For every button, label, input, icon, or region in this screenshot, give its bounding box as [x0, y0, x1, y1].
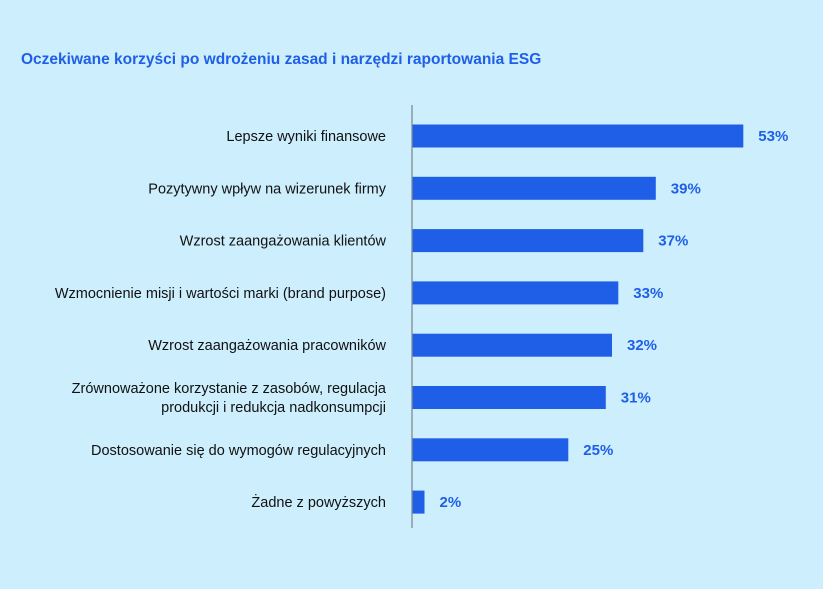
value-label-7: 25%	[583, 442, 613, 459]
value-label-5: 32%	[627, 337, 657, 354]
category-label-line: Zrównoważone korzystanie z zasobów, regu…	[72, 381, 387, 397]
category-label-7: Dostosowanie się do wymogów regulacyjnyc…	[91, 443, 386, 459]
category-label-line: Żadne z powyższych	[251, 493, 386, 511]
category-label-line: Wzrost zaangażowania pracowników	[148, 338, 386, 354]
bar-3	[412, 229, 644, 253]
value-label-3: 37%	[658, 233, 688, 250]
value-label-4: 33%	[633, 285, 663, 302]
value-label-8: 2%	[440, 494, 462, 511]
chart-title: Oczekiwane korzyści po wdrożeniu zasad i…	[21, 51, 542, 68]
category-label-6: Zrównoważone korzystanie z zasobów, regu…	[72, 381, 387, 416]
category-label-1: Lepsze wyniki finansowe	[226, 129, 386, 145]
category-label-8: Żadne z powyższych	[251, 493, 386, 511]
value-label-2: 39%	[671, 180, 701, 197]
category-label-3: Wzrost zaangażowania klientów	[180, 234, 387, 250]
category-label-line: Dostosowanie się do wymogów regulacyjnyc…	[91, 443, 386, 459]
bar-2	[412, 176, 656, 200]
category-label-line: Wzrost zaangażowania klientów	[180, 234, 387, 250]
bar-8	[412, 490, 425, 514]
bar-1	[412, 124, 744, 148]
bar-7	[412, 438, 569, 462]
category-label-line: Pozytywny wpływ na wizerunek firmy	[148, 181, 386, 197]
bar-4	[412, 281, 619, 305]
value-label-1: 53%	[758, 128, 788, 145]
value-label-6: 31%	[621, 390, 651, 407]
category-label-4: Wzmocnienie misji i wartości marki (bran…	[55, 286, 386, 302]
category-label-line: Lepsze wyniki finansowe	[226, 129, 386, 145]
category-label-2: Pozytywny wpływ na wizerunek firmy	[148, 181, 386, 197]
bar-6	[412, 386, 606, 409]
category-label-5: Wzrost zaangażowania pracowników	[148, 338, 386, 354]
category-label-line: produkcji i redukcja nadkonsumpcji	[161, 400, 386, 416]
bar-5	[412, 333, 612, 357]
category-label-line: Wzmocnienie misji i wartości marki (bran…	[55, 286, 386, 302]
